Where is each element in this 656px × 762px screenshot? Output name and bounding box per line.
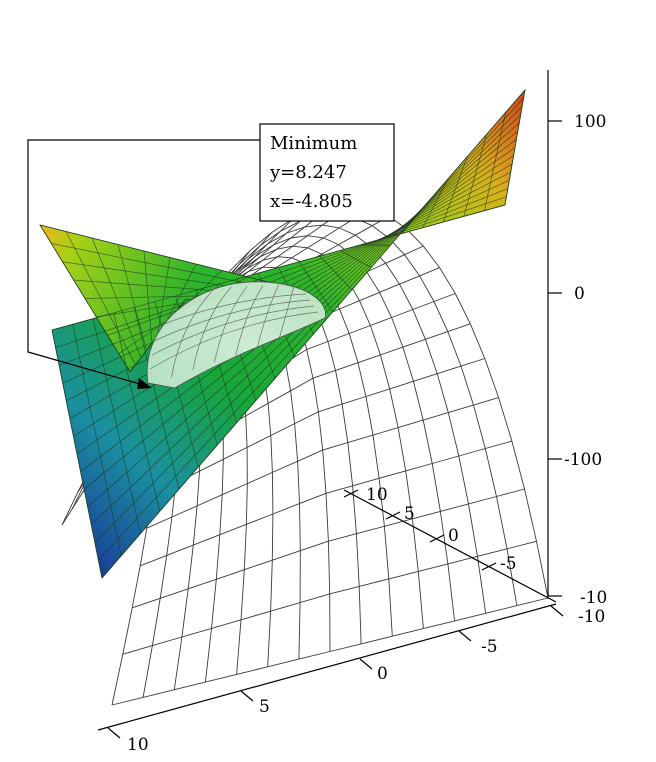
x-tick-0: [359, 658, 373, 670]
y-tick-label-10: 10: [366, 485, 388, 505]
x-tick-minus5: [458, 630, 472, 642]
wireframe-rib: [122, 540, 537, 655]
x-tick-label-0: 0: [377, 664, 388, 684]
y-tick-label-0: 0: [448, 526, 459, 546]
dome-gridline: [235, 285, 264, 356]
wireframe-rib: [146, 397, 499, 529]
annotation-line-1: Minimum: [270, 133, 357, 154]
y-axis-line: [343, 489, 557, 603]
y-tick-0: [429, 534, 445, 543]
z-tick-label-minus100: -100: [564, 450, 602, 470]
x-tick-label-minus10: -10: [578, 607, 605, 627]
y-tick-5: [385, 511, 401, 520]
dome-gridline: [149, 311, 319, 370]
dome-gridline: [213, 286, 248, 363]
dome-gridline: [153, 299, 311, 342]
wireframe-surface-front: [146, 281, 326, 389]
x-tick-label-5: 5: [259, 697, 270, 717]
wireframe-rib: [151, 358, 485, 496]
x-tick-label-10: 10: [127, 735, 149, 755]
y-tick-label-minus5: -5: [500, 554, 517, 574]
surface-gridline: [62, 180, 510, 384]
z-tick-label-100: 100: [574, 112, 606, 132]
wireframe-rib: [132, 488, 525, 609]
x-tick-5: [240, 690, 254, 702]
x-tick-minus10: [550, 605, 564, 617]
annotation-arrowhead: [137, 378, 152, 389]
minimum-annotation: Minimum y=8.247 x=-4.805: [27, 123, 395, 389]
y-tick-minus5: [481, 562, 497, 571]
y-tick-10: [343, 489, 359, 498]
dome-cap: [146, 281, 326, 389]
dome-gridline: [192, 286, 232, 371]
z-axis: 100 0 -100: [547, 70, 606, 598]
dome-gridline: [151, 305, 315, 356]
x-axis: -10 -5 0 5 10: [97, 603, 605, 755]
surface-gridline: [39, 224, 301, 291]
wireframe-rib: [140, 440, 513, 567]
surface-gridline: [51, 204, 506, 331]
annotation-line-2: y=8.247: [269, 162, 347, 183]
surface-gridline: [59, 188, 508, 366]
x-tick-10: [107, 727, 121, 739]
wireframe-rib: [111, 597, 549, 706]
dome-gridline: [155, 293, 307, 328]
y-tick-label-minus10: -10: [580, 588, 607, 608]
annotation-leader: [27, 139, 260, 387]
z-tick-label-0: 0: [574, 284, 585, 304]
y-tick-label-5: 5: [404, 504, 415, 524]
surface-gridline: [55, 196, 507, 349]
annotation-line-3: x=-4.805: [270, 191, 353, 212]
x-axis-line: [97, 603, 557, 731]
surface-gridline: [98, 97, 524, 561]
y-axis: 10 5 0 -5 -10: [343, 485, 607, 608]
x-tick-label-minus5: -5: [481, 637, 498, 657]
surface-gridline: [101, 89, 526, 579]
annotation-box: [259, 123, 395, 222]
